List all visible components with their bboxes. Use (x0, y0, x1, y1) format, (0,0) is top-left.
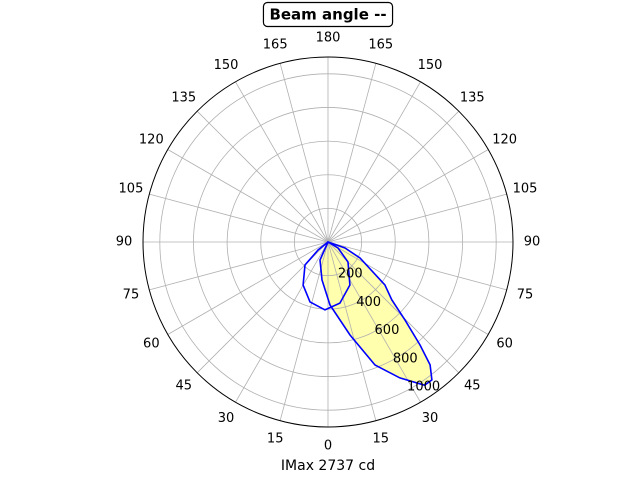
grid-spoke (167, 149, 329, 243)
r-tick-label: 800 (393, 351, 418, 366)
theta-tick-label: 165 (368, 37, 393, 52)
theta-tick-label: 60 (496, 337, 513, 352)
theta-tick-label: 105 (513, 182, 538, 197)
r-tick-label: 600 (375, 323, 400, 338)
theta-tick-label: 45 (464, 379, 481, 394)
theta-tick-label: 90 (116, 235, 133, 250)
grid-spoke (149, 241, 329, 291)
grid-spoke (327, 241, 460, 374)
theta-tick-label: 0 (324, 439, 332, 454)
theta-tick-label: 30 (218, 411, 235, 426)
grid-ring (159, 73, 497, 411)
theta-tick-label: 135 (460, 90, 485, 105)
grid-spoke (167, 241, 329, 335)
r-tick-label: 200 (338, 267, 363, 282)
theta-tick-label: 60 (143, 337, 160, 352)
grid-spoke (327, 81, 421, 243)
theta-tick-label: 15 (267, 432, 284, 447)
chart-title: Beam angle -- (269, 6, 386, 24)
title-box (262, 1, 394, 28)
theta-tick-label: 75 (123, 287, 140, 302)
theta-tick-label: 150 (418, 58, 443, 73)
grid-spoke (279, 63, 329, 243)
theta-tick-label: 135 (171, 90, 196, 105)
r-tick-label: 1000 (407, 380, 440, 395)
grid-spoke (196, 110, 329, 243)
polar-frame (142, 56, 514, 428)
theta-tick-label: 90 (524, 235, 541, 250)
theta-tick-label: 30 (422, 411, 439, 426)
grid-spoke (279, 241, 329, 421)
theta-tick-label: 120 (139, 133, 164, 148)
theta-tick-label: 180 (316, 31, 341, 46)
grid-spoke (327, 241, 507, 291)
grid-spoke (327, 110, 460, 243)
series-fill (320, 242, 432, 386)
theta-tick-label: 150 (214, 58, 239, 73)
x-axis-label: IMax 2737 cd (281, 458, 375, 474)
grid-spoke (327, 241, 489, 335)
grid-spoke (149, 193, 329, 243)
series-line (319, 240, 433, 387)
grid-ring (226, 140, 430, 344)
theta-tick-label: 165 (263, 37, 288, 52)
grid-spoke (235, 81, 329, 243)
grid-spoke (235, 241, 329, 403)
grid-spoke (327, 149, 489, 243)
theta-tick-label: 105 (119, 182, 144, 197)
theta-tick-label: 75 (517, 287, 534, 302)
theta-tick-label: 15 (373, 432, 390, 447)
grid-ring (293, 207, 363, 277)
grid-ring (193, 107, 463, 377)
grid-spoke (327, 241, 377, 421)
series-line (302, 241, 351, 311)
theta-tick-label: 120 (492, 133, 517, 148)
grid-spoke (327, 193, 507, 243)
grid-spoke (327, 63, 377, 243)
theta-tick-label: 45 (175, 379, 192, 394)
grid-spoke (327, 241, 421, 403)
r-tick-label: 400 (356, 295, 381, 310)
